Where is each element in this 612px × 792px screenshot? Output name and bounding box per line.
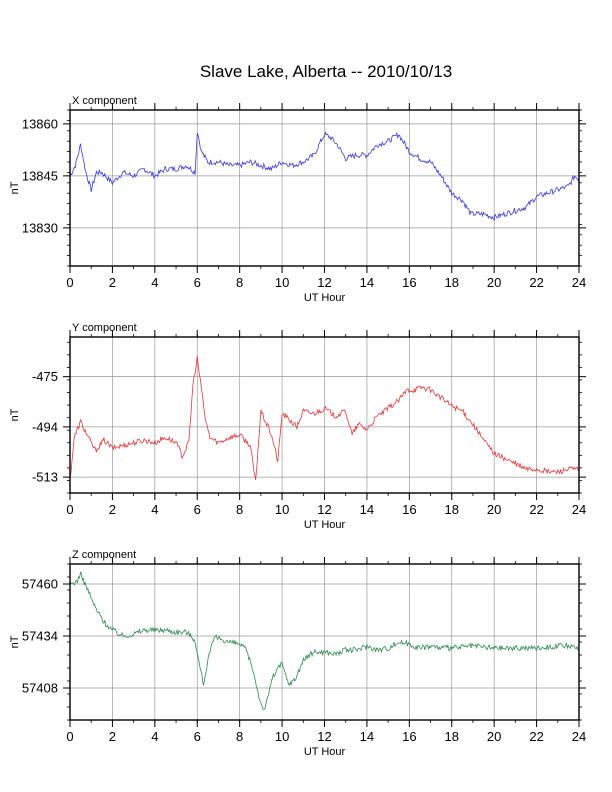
panel-label: Y component [72, 322, 137, 334]
series-line [69, 571, 580, 711]
x-tick-label: 22 [529, 729, 543, 744]
x-tick-label: 6 [194, 275, 201, 290]
y-tick-label: 57460 [22, 577, 58, 592]
x-tick-label: 20 [487, 729, 501, 744]
x-tick-label: 6 [194, 729, 201, 744]
x-tick-label: 22 [529, 275, 543, 290]
x-tick-label: 2 [109, 729, 116, 744]
x-tick-label: 18 [445, 502, 459, 517]
series-line [69, 131, 580, 222]
x-axis-label: UT Hour [304, 746, 346, 758]
x-tick-label: 14 [360, 729, 374, 744]
x-tick-label: 18 [445, 275, 459, 290]
x-tick-label: 4 [151, 275, 158, 290]
x-tick-label: 20 [487, 502, 501, 517]
y-tick-label: 13860 [22, 116, 58, 131]
x-tick-label: 14 [360, 502, 374, 517]
y-tick-label: 57434 [22, 629, 58, 644]
x-tick-label: 10 [275, 729, 289, 744]
panel-label: Z component [72, 549, 136, 561]
x-tick-label: 10 [275, 275, 289, 290]
x-tick-label: 0 [66, 275, 73, 290]
y-tick-label: 13845 [22, 168, 58, 183]
x-tick-label: 24 [572, 729, 586, 744]
x-tick-label: 10 [275, 502, 289, 517]
x-tick-label: 18 [445, 729, 459, 744]
x-tick-label: 4 [151, 502, 158, 517]
x-tick-label: 12 [317, 502, 331, 517]
x-tick-label: 12 [317, 729, 331, 744]
x-tick-label: 2 [109, 275, 116, 290]
x-tick-label: 20 [487, 275, 501, 290]
x-tick-label: 6 [194, 502, 201, 517]
x-tick-label: 8 [236, 502, 243, 517]
x-tick-label: 12 [317, 275, 331, 290]
x-tick-label: 24 [572, 275, 586, 290]
x-tick-label: 24 [572, 502, 586, 517]
y-tick-label: 57408 [22, 681, 58, 696]
y-axis-label: nT [9, 635, 21, 648]
y-axis-label: nT [9, 181, 21, 194]
x-tick-label: 14 [360, 275, 374, 290]
panel-label: X component [72, 95, 137, 107]
x-axis-label: UT Hour [304, 292, 346, 304]
y-tick-label: -513 [32, 470, 58, 485]
x-tick-label: 16 [402, 502, 416, 517]
x-tick-label: 2 [109, 502, 116, 517]
figure-title: Slave Lake, Alberta -- 2010/10/13 [200, 62, 452, 81]
x-tick-label: 8 [236, 729, 243, 744]
x-tick-label: 0 [66, 729, 73, 744]
x-tick-label: 0 [66, 502, 73, 517]
x-axis-label: UT Hour [304, 519, 346, 531]
x-tick-label: 16 [402, 275, 416, 290]
y-tick-label: -494 [32, 419, 58, 434]
y-axis-label: nT [9, 408, 21, 421]
series-line [69, 356, 580, 480]
y-tick-label: -475 [32, 369, 58, 384]
x-tick-label: 4 [151, 729, 158, 744]
x-tick-label: 8 [236, 275, 243, 290]
y-tick-label: 13830 [22, 220, 58, 235]
x-tick-label: 22 [529, 502, 543, 517]
x-tick-label: 16 [402, 729, 416, 744]
